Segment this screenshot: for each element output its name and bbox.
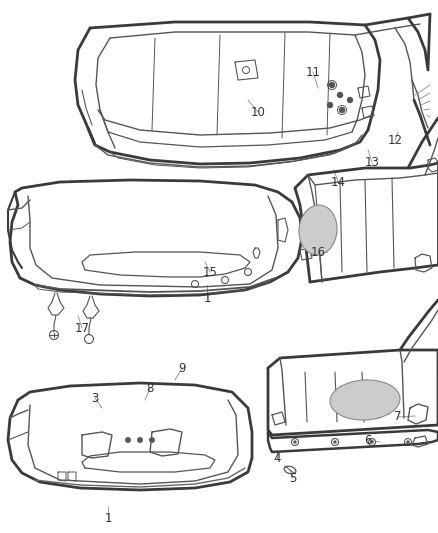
Text: 4: 4	[273, 451, 281, 464]
Circle shape	[339, 108, 345, 112]
Circle shape	[294, 441, 296, 443]
Ellipse shape	[330, 380, 400, 420]
Text: 11: 11	[305, 66, 321, 78]
Text: 1: 1	[203, 292, 211, 304]
Circle shape	[347, 98, 353, 102]
Text: 9: 9	[178, 361, 186, 375]
Circle shape	[150, 438, 154, 442]
Text: 12: 12	[388, 133, 403, 147]
Text: 8: 8	[146, 382, 154, 394]
Circle shape	[138, 438, 142, 442]
Text: 16: 16	[311, 246, 325, 259]
Circle shape	[334, 441, 336, 443]
Text: 5: 5	[290, 472, 297, 484]
Text: 15: 15	[202, 265, 217, 279]
Text: 7: 7	[394, 410, 402, 424]
Text: 17: 17	[74, 321, 89, 335]
Text: 1: 1	[104, 513, 112, 526]
Text: 3: 3	[91, 392, 99, 405]
Text: 14: 14	[331, 175, 346, 189]
Circle shape	[328, 102, 332, 108]
Circle shape	[338, 93, 343, 98]
Circle shape	[329, 83, 335, 87]
Ellipse shape	[299, 205, 337, 255]
Text: 13: 13	[364, 156, 379, 168]
Circle shape	[126, 438, 130, 442]
Circle shape	[407, 441, 409, 443]
Text: 10: 10	[251, 106, 265, 118]
Circle shape	[371, 441, 373, 443]
Text: 6: 6	[364, 433, 372, 447]
